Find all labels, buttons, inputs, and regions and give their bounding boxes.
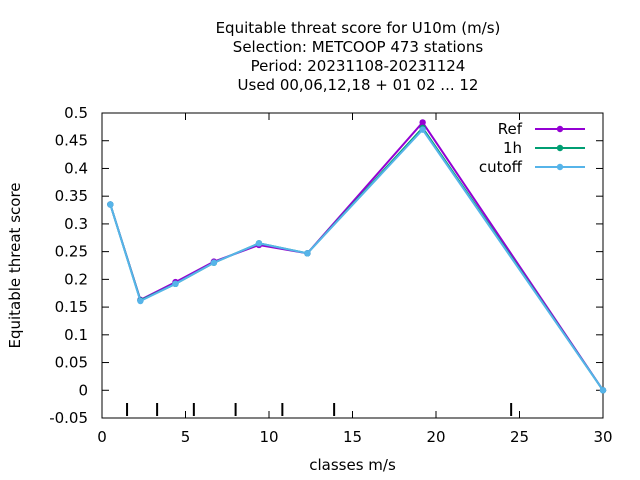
series-line — [109, 126, 604, 391]
series-ref — [107, 119, 607, 394]
y-tick-label: 0.25 — [55, 243, 88, 261]
y-tick-label: 0.05 — [55, 354, 88, 372]
title-line: Used 00,06,12,18 + 01 02 ... 12 — [238, 76, 479, 94]
y-tick-label: 0.45 — [55, 132, 88, 150]
x-axis: 0 5 10 15 20 25 30 — [97, 113, 613, 446]
data-point — [599, 387, 607, 394]
class-boundary-marks — [126, 403, 513, 416]
data-point — [419, 119, 426, 126]
series-group — [107, 119, 607, 394]
legend-marker — [556, 163, 564, 171]
legend-marker — [556, 144, 564, 152]
y-tick-label: 0.15 — [55, 298, 88, 316]
series-1h — [107, 124, 607, 394]
y-tick-label: 0.2 — [64, 270, 88, 288]
plot-frame — [101, 112, 604, 419]
data-point — [255, 240, 263, 247]
y-tick-label: 0.4 — [64, 159, 88, 177]
data-point — [107, 201, 114, 208]
y-tick-label: 0.3 — [64, 215, 88, 233]
x-tick-label: 10 — [259, 428, 278, 446]
x-tick-label: 25 — [510, 428, 529, 446]
data-point — [210, 259, 218, 266]
legend-marker — [556, 125, 564, 133]
data-point — [304, 250, 311, 257]
y-tick-label: 0.5 — [64, 104, 88, 122]
title-line: Period: 20231108-20231124 — [251, 57, 466, 75]
series-line — [109, 120, 604, 391]
y-axis: -0.05 0 0.05 0.1 0.15 0.2 0.25 0.3 0.35 0.4 0.45 0.… — [49, 104, 603, 427]
data-point — [419, 126, 426, 133]
x-tick-label: 15 — [343, 428, 362, 446]
x-tick-label: 20 — [426, 428, 445, 446]
legend-label: 1h — [503, 139, 522, 157]
data-point — [172, 280, 179, 287]
y-tick-label: 0.1 — [64, 326, 88, 344]
y-axis-label: Equitable threat score — [6, 182, 24, 348]
x-tick-label: 5 — [181, 428, 191, 446]
x-axis-label: classes m/s — [309, 456, 396, 474]
legend-label: Ref — [498, 120, 523, 138]
y-tick-label: -0.05 — [49, 409, 88, 427]
y-tick-label: 0 — [78, 381, 88, 399]
title-line: Equitable threat score for U10m (m/s) — [216, 19, 501, 37]
legend-label: cutoff — [479, 158, 523, 176]
series-cutoff — [107, 126, 607, 394]
chart-title: Equitable threat score for U10m (m/s)Sel… — [216, 19, 501, 94]
series-line — [109, 128, 604, 391]
title-line: Selection: METCOOP 473 stations — [233, 38, 484, 56]
x-tick-label: 0 — [97, 428, 107, 446]
x-tick-label: 30 — [593, 428, 612, 446]
y-tick-label: 0.35 — [55, 187, 88, 205]
data-point — [137, 297, 144, 305]
